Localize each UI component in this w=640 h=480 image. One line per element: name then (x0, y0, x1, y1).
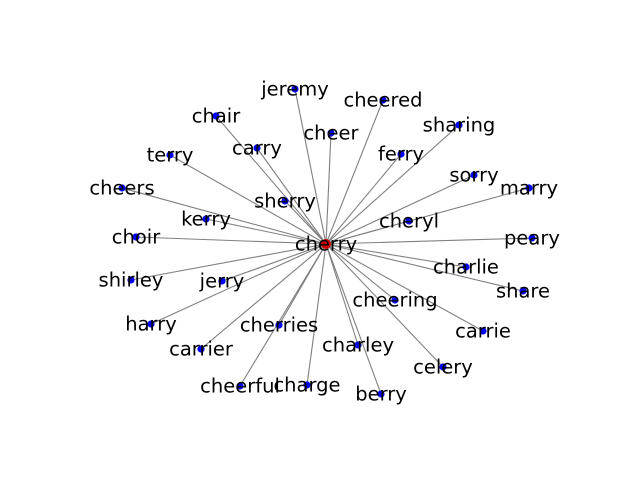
edge-cheerful (239, 243, 327, 387)
label-sherry: sherry (254, 190, 316, 213)
node-charge (303, 381, 311, 389)
edge-terry (169, 154, 327, 245)
label-charlie: charlie (433, 256, 499, 279)
edge-choir (135, 236, 327, 245)
label-charley: charley (322, 334, 394, 357)
label-jerry: jerry (199, 270, 245, 293)
edge-charley (325, 243, 359, 346)
edges (121, 88, 533, 395)
node-kerry (202, 215, 210, 223)
node-charlie (462, 263, 470, 271)
node-ferry (397, 150, 405, 158)
edge-harry (150, 243, 327, 325)
label-cheer: cheer (303, 122, 359, 145)
edge-sherry (284, 200, 327, 245)
label-cheering: cheering (352, 289, 437, 312)
label-berry: berry (355, 383, 407, 406)
edge-share (325, 243, 524, 292)
edge-cheers (121, 187, 327, 245)
edge-ferry (325, 153, 402, 245)
edge-carrier (200, 243, 327, 350)
edge-jeremy (294, 88, 327, 245)
node-cheering (391, 296, 399, 304)
label-ferry: ferry (378, 143, 424, 166)
edge-charlie (325, 243, 467, 268)
label-cheered: cheered (343, 89, 422, 112)
label-cheryl: cheryl (379, 210, 439, 233)
edge-sharing (325, 124, 460, 245)
node-center (321, 239, 331, 249)
edge-cheryl (325, 220, 410, 245)
node-cherries (275, 321, 283, 329)
label-marry: marry (500, 177, 558, 200)
label-celery: celery (413, 356, 473, 379)
label-carrie: carrie (455, 320, 511, 343)
label-sharing: sharing (423, 114, 496, 137)
node-celery (439, 363, 447, 371)
edge-celery (325, 243, 444, 368)
edge-jerry (221, 243, 327, 282)
label-cheerful: cheerful (200, 375, 280, 398)
node-marry (525, 184, 533, 192)
edge-sorry (325, 174, 475, 245)
node-jeremy (291, 85, 299, 93)
label-charge: charge (273, 374, 340, 397)
edge-cheered (325, 99, 384, 245)
label-terry: terry (147, 144, 194, 167)
node-cheer (327, 129, 335, 137)
node-sherry (281, 197, 289, 205)
edge-cheer (325, 132, 332, 245)
node-carrier (197, 345, 205, 353)
node-chair (212, 112, 220, 120)
node-peary (528, 234, 536, 242)
label-shirley: shirley (99, 269, 164, 292)
edge-charge (306, 243, 327, 386)
node-sharing (455, 121, 463, 129)
node-choir (132, 233, 140, 241)
node-cheryl (405, 217, 413, 225)
label-center: cherry (295, 233, 357, 256)
label-choir: choir (112, 226, 161, 249)
label-kerry: kerry (181, 208, 231, 231)
label-share: share (496, 280, 550, 303)
label-harry: harry (125, 313, 177, 336)
label-jeremy: jeremy (260, 78, 329, 101)
node-cheers (118, 184, 126, 192)
edge-carry (256, 147, 327, 245)
node-carrie (479, 327, 487, 335)
edge-cheering (325, 243, 396, 301)
node-jerry (218, 277, 226, 285)
node-cheered (379, 96, 387, 104)
node-berry (377, 390, 385, 398)
edge-berry (325, 243, 382, 395)
node-cheerful (236, 382, 244, 390)
node-harry (147, 320, 155, 328)
edge-shirley (130, 243, 327, 281)
node-terry (166, 151, 174, 159)
label-sorry: sorry (449, 164, 498, 187)
edge-carrie (325, 243, 484, 332)
label-carrier: carrier (169, 338, 234, 361)
edge-chair (215, 115, 327, 245)
label-peary: peary (504, 227, 560, 250)
labels: jeremy cheered chair cheer sharing terry carry… (89, 78, 560, 406)
label-carry: carry (232, 137, 282, 160)
nodes (118, 85, 536, 398)
label-cheers: cheers (89, 177, 154, 200)
edge-kerry (205, 218, 327, 245)
edge-peary (325, 237, 533, 245)
node-share (519, 287, 527, 295)
node-sorry (470, 171, 478, 179)
node-shirley (127, 276, 135, 284)
node-carry (253, 144, 261, 152)
label-cherries: cherries (240, 314, 318, 337)
label-chair: chair (192, 105, 241, 128)
node-charley (354, 341, 362, 349)
